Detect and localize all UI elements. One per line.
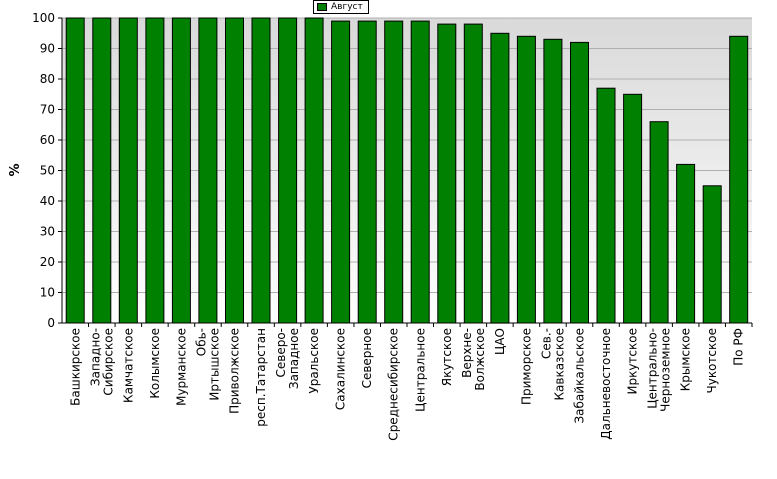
x-tick-label: Иркутское (626, 328, 640, 395)
y-tick-label: 50 (40, 164, 55, 178)
x-tick-label: Сибирское (101, 328, 115, 396)
bar (437, 23, 457, 324)
bar (702, 185, 722, 324)
x-tick-label: Волжское (473, 328, 487, 391)
legend-swatch (317, 3, 327, 11)
bars (65, 17, 749, 324)
bar (92, 17, 112, 324)
bar (304, 17, 324, 324)
bar (278, 17, 298, 324)
y-tick-label: 10 (40, 286, 55, 300)
x-tick-label: Приволжское (228, 328, 242, 414)
bar (357, 20, 377, 324)
x-tick-label: Центральное (413, 328, 427, 412)
y-tick-label: 20 (40, 255, 55, 269)
y-tick-label: 0 (47, 316, 55, 330)
y-tick-label: 60 (40, 133, 55, 147)
y-tick-label: 40 (40, 194, 55, 208)
x-tick-label: Чукотское (705, 328, 719, 393)
x-tick-label: Кавказское (553, 328, 567, 401)
x-tick-label: Верхне- (460, 328, 474, 378)
x-axis-ticks: Башкирское Западно- Сибирское Камчатское Кол… (68, 323, 753, 441)
x-tick-label: Центрально- (646, 328, 660, 409)
x-tick-label: Мурманское (174, 328, 188, 406)
bar (729, 35, 749, 324)
bar (145, 17, 165, 324)
bar (65, 17, 85, 324)
x-tick-label: респ.Татарстан (254, 328, 268, 427)
y-tick-label: 30 (40, 225, 55, 239)
bar (463, 23, 483, 324)
legend: Август (313, 0, 369, 14)
x-tick-label: Северо- (274, 328, 288, 378)
bar (596, 87, 616, 324)
x-tick-label: Западное (287, 328, 301, 389)
x-tick-label: Обь- (195, 328, 209, 356)
x-tick-label: Башкирское (68, 328, 82, 406)
bar (676, 163, 696, 324)
x-tick-label: Дальневосточное (599, 328, 613, 440)
x-tick-label: ЦАО (493, 328, 507, 355)
x-tick-label: Уральское (307, 328, 321, 394)
x-tick-label: Иртышское (208, 328, 222, 401)
bar (251, 17, 271, 324)
x-tick-label: Западно- (88, 328, 102, 386)
x-tick-label: Северное (360, 328, 374, 388)
bar (490, 32, 510, 324)
bar (570, 41, 589, 324)
bar (649, 121, 669, 324)
x-tick-label: Якутское (440, 328, 454, 386)
y-tick-label: 90 (40, 42, 55, 56)
y-tick-label: 80 (40, 72, 55, 86)
bar (543, 38, 563, 324)
y-axis-ticks: 0 10 20 30 40 50 60 70 80 90 100 (32, 11, 62, 330)
x-tick-label: Сахалинское (334, 328, 348, 410)
bar (410, 20, 430, 324)
bar (623, 93, 643, 324)
x-tick-label: Камчатское (121, 328, 135, 403)
bar (331, 20, 351, 324)
bar (118, 17, 138, 324)
bar (225, 17, 244, 324)
x-tick-label: Среднесибирское (387, 328, 401, 441)
bar (198, 17, 218, 324)
x-tick-label: Черноземное (659, 328, 673, 412)
legend-label: Август (331, 2, 363, 12)
bar (384, 20, 404, 324)
x-tick-label: Забайкальское (573, 328, 587, 424)
x-tick-label: Колымское (148, 328, 162, 399)
bar (516, 35, 536, 324)
bar (171, 17, 191, 324)
y-axis-title: % (8, 163, 23, 176)
y-tick-label: 70 (40, 103, 55, 117)
x-tick-label: Сев.- (540, 328, 554, 359)
x-tick-label: Крымское (679, 328, 693, 391)
y-tick-label: 100 (32, 11, 55, 25)
x-tick-label: По РФ (732, 328, 746, 366)
x-tick-label: Приморское (519, 328, 533, 405)
